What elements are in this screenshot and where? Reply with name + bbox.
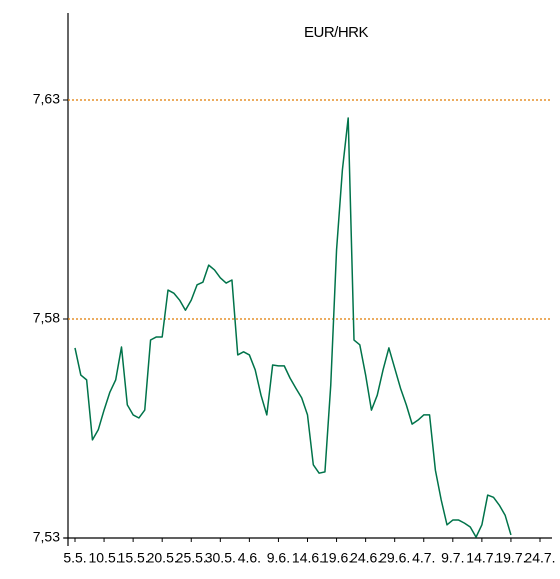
x-tick-label: 5.5. xyxy=(63,550,86,566)
x-tick-label: 15.5. xyxy=(118,550,149,566)
x-tick-label: 9.7. xyxy=(441,550,464,566)
line-series xyxy=(74,117,512,538)
x-tick-label: 19.7. xyxy=(495,550,526,566)
x-tick-label: 19.6. xyxy=(321,550,352,566)
x-tick-label: 29.6. xyxy=(379,550,410,566)
x-tick-label: 20.5. xyxy=(147,550,178,566)
x-tick-label: 24.6. xyxy=(350,550,381,566)
x-tick-label: 14.6. xyxy=(292,550,323,566)
x-tick-label: 9.6. xyxy=(267,550,290,566)
y-tick-label: 7,58 xyxy=(33,310,60,326)
x-tick-label: 24.7. xyxy=(524,550,555,566)
x-tick-label: 25.5. xyxy=(176,550,207,566)
x-tick-label: 4.7. xyxy=(412,550,435,566)
chart-title: EUR/HRK xyxy=(304,24,369,41)
x-tick-label: 30.5. xyxy=(205,550,236,566)
x-tick-label: 14.7. xyxy=(466,550,497,566)
x-tick-label: 10.5. xyxy=(88,550,119,566)
y-tick-label: 7,53 xyxy=(33,529,60,545)
y-tick-label: 7,63 xyxy=(33,91,60,107)
x-tick-label: 4.6. xyxy=(238,550,261,566)
